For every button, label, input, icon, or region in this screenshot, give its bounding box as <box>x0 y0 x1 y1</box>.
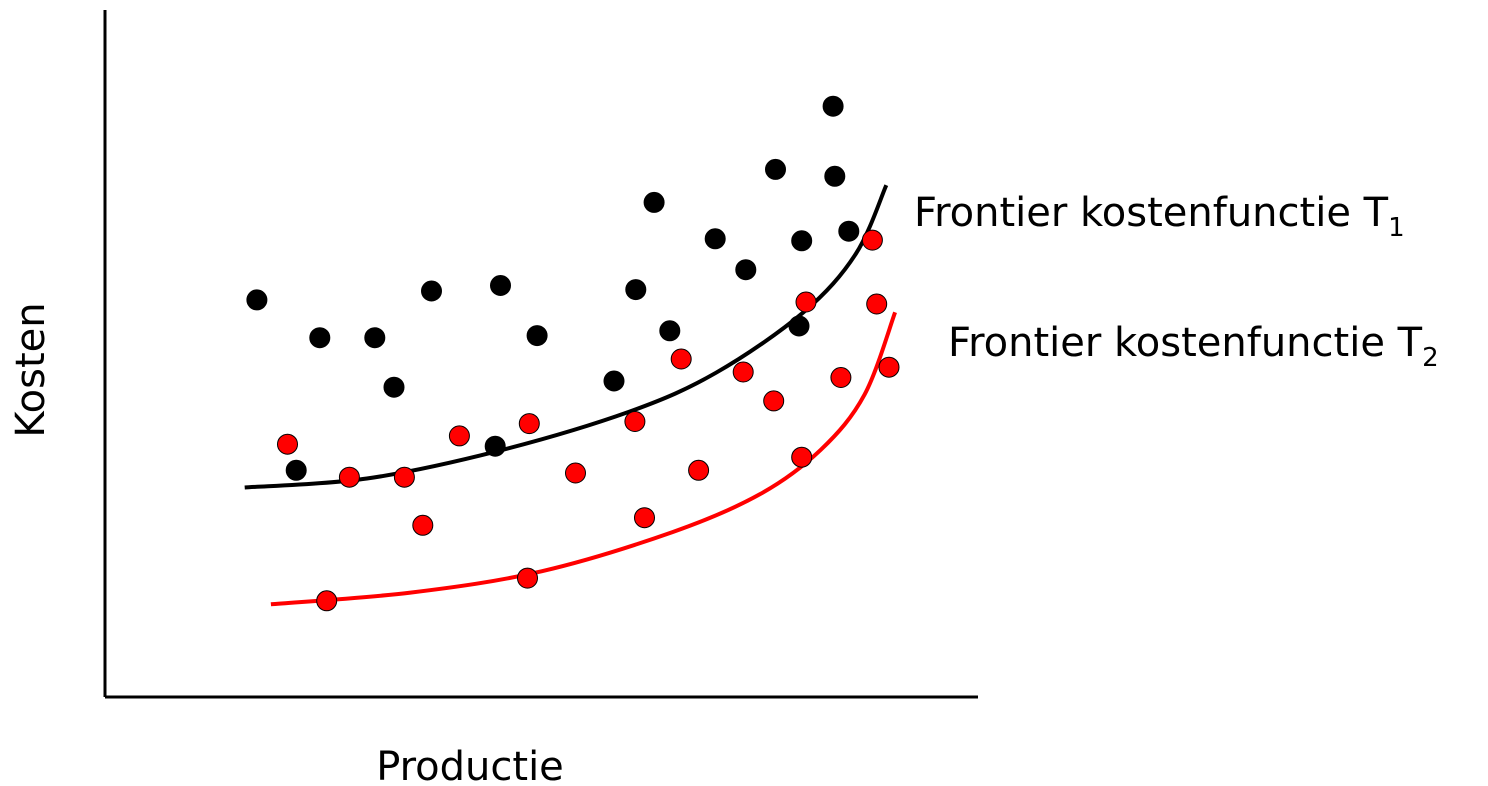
frontier-t1-label-text: Frontier kostenfunctie T <box>914 190 1389 236</box>
red-data-point-20 <box>517 567 538 589</box>
red-data-point-10 <box>670 348 692 370</box>
frontier-curve-t2 <box>270 311 897 607</box>
red-data-point-21 <box>791 446 813 468</box>
frontier-curve-t1 <box>244 184 889 490</box>
red-data-point-17 <box>866 293 888 315</box>
black-data-point-18 <box>791 230 813 252</box>
black-data-point-20 <box>824 165 846 187</box>
red-data-point-2 <box>338 466 360 488</box>
frontier-curves <box>244 184 897 607</box>
red-data-point-7 <box>565 462 586 484</box>
frontier-t2-label-text: Frontier kostenfunctie T <box>948 320 1423 366</box>
black-data-point-21 <box>838 220 860 242</box>
black-data-point-10 <box>603 370 625 392</box>
red-data-point-9 <box>634 507 655 529</box>
black-data-point-9 <box>285 459 307 481</box>
data-points <box>246 95 900 612</box>
black-data-point-13 <box>659 320 681 342</box>
red-data-point-5 <box>448 425 470 447</box>
red-data-point-3 <box>393 466 415 488</box>
black-data-point-5 <box>421 280 442 302</box>
black-data-point-14 <box>704 228 726 250</box>
frontier-t2-subscript: 2 <box>1422 343 1439 373</box>
y-axis-label: Kosten <box>8 302 54 437</box>
red-data-point-12 <box>732 361 754 383</box>
frontier-t1-subscript: 1 <box>1388 213 1405 243</box>
red-data-point-11 <box>688 459 710 481</box>
black-data-point-16 <box>765 158 786 180</box>
red-data-point-1 <box>277 433 298 455</box>
black-data-point-11 <box>625 279 647 301</box>
black-data-point-8 <box>484 435 506 457</box>
x-axis-label: Productie <box>376 744 564 786</box>
red-data-point-14 <box>795 291 817 313</box>
frontier-t1-label: Frontier kostenfunctie T1 <box>914 190 1405 243</box>
black-data-point-4 <box>383 376 405 398</box>
black-data-point-6 <box>490 275 511 296</box>
red-data-point-16 <box>861 229 883 251</box>
red-data-point-18 <box>878 356 900 378</box>
red-data-point-4 <box>412 514 434 536</box>
black-data-point-7 <box>526 325 548 347</box>
red-data-point-13 <box>763 390 785 412</box>
red-data-point-6 <box>518 413 540 435</box>
red-data-point-15 <box>830 367 852 388</box>
black-data-point-12 <box>643 191 665 213</box>
red-data-point-8 <box>624 411 646 432</box>
red-data-point-19 <box>316 590 338 612</box>
frontier-t2-label: Frontier kostenfunctie T2 <box>948 320 1439 373</box>
black-data-point-2 <box>309 327 331 349</box>
black-data-point-3 <box>364 327 386 349</box>
black-data-point-15 <box>735 259 757 281</box>
black-data-point-1 <box>246 289 268 311</box>
black-data-point-19 <box>822 95 844 117</box>
black-data-point-17 <box>788 315 810 337</box>
